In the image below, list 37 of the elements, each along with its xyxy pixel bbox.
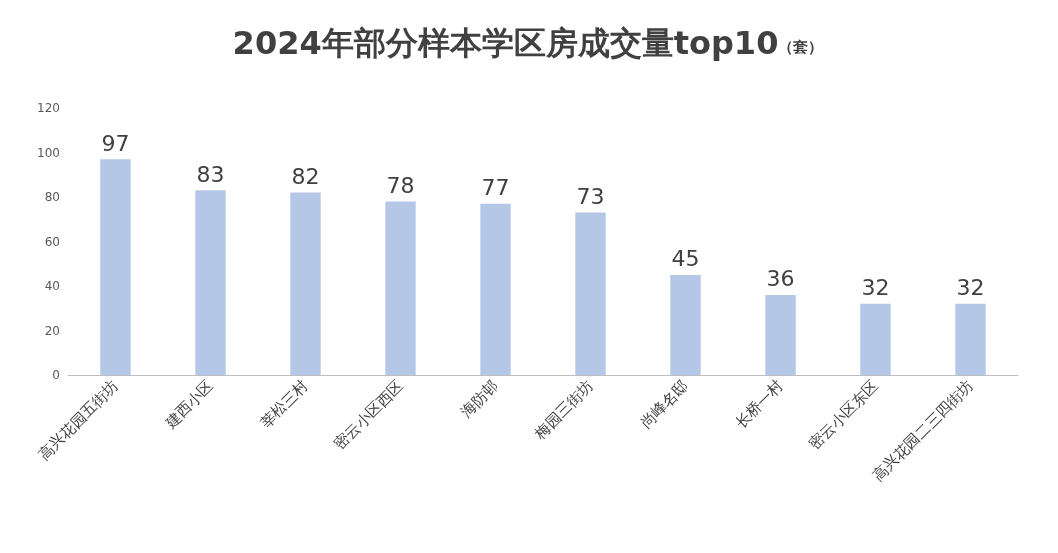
x-tick-label: 海防邨 bbox=[457, 376, 502, 422]
x-tick-label: 密云小区东区 bbox=[805, 376, 882, 453]
bar bbox=[955, 303, 986, 375]
data-label: 78 bbox=[386, 172, 415, 198]
y-tick-label: 20 bbox=[44, 323, 60, 338]
bar bbox=[385, 201, 416, 375]
chart-subtitle: （套） bbox=[778, 38, 824, 56]
data-label: 32 bbox=[861, 275, 890, 301]
y-tick-label: 80 bbox=[44, 190, 60, 204]
bar bbox=[765, 294, 796, 375]
bar bbox=[480, 203, 511, 375]
data-label: 82 bbox=[291, 164, 320, 190]
data-label: 36 bbox=[766, 266, 795, 292]
x-tick-label: 莘松三村 bbox=[256, 376, 312, 432]
y-tick-label: 60 bbox=[44, 234, 60, 249]
data-label: 45 bbox=[671, 246, 700, 272]
y-tick-label: 120 bbox=[37, 101, 60, 115]
chart-title: 2024年部分样本学区房成交量top10 bbox=[232, 24, 779, 62]
bar bbox=[290, 192, 321, 375]
x-tick-label: 密云小区西区 bbox=[330, 376, 407, 453]
data-label: 73 bbox=[576, 184, 605, 210]
x-tick-label: 建西小区 bbox=[161, 376, 217, 433]
bar bbox=[860, 303, 891, 375]
x-tick-label: 长桥一村 bbox=[731, 376, 787, 432]
bar bbox=[670, 274, 701, 375]
y-tick-label: 0 bbox=[52, 368, 60, 382]
bar bbox=[100, 159, 131, 375]
data-label: 97 bbox=[101, 130, 130, 156]
y-tick-label: 40 bbox=[44, 279, 60, 293]
data-label: 32 bbox=[956, 275, 985, 301]
data-label: 77 bbox=[481, 175, 510, 201]
data-label: 83 bbox=[196, 161, 225, 187]
bar bbox=[195, 190, 226, 375]
x-tick-label: 梅园三街坊 bbox=[530, 376, 597, 444]
bar bbox=[575, 212, 606, 375]
y-tick-label: 100 bbox=[37, 145, 60, 160]
x-tick-label: 尚峰名邸 bbox=[636, 376, 692, 432]
